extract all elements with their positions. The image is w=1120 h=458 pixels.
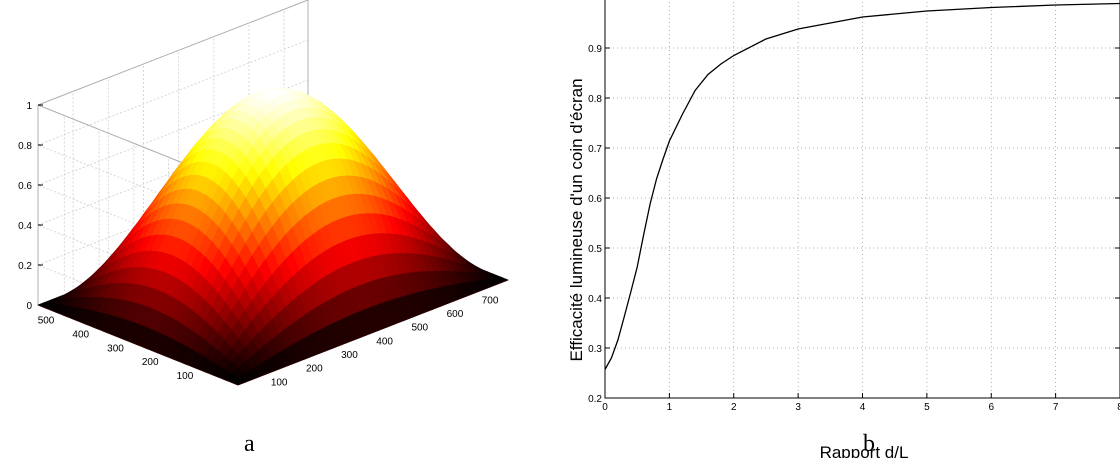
surface-box-edge	[37, 0, 309, 106]
y-tick-label: 0.6	[588, 194, 602, 205]
y-tick-label: 300	[107, 343, 124, 354]
z-tick-label: 1	[26, 101, 32, 112]
y-axis-label: Efficacité lumineuse d'un coin d'écran	[567, 78, 586, 361]
caption-a: a	[244, 431, 255, 457]
x-axis-label: Rapport d/L	[820, 443, 909, 458]
x-tick-label: 2	[731, 402, 737, 413]
y-tick-label: 0.7	[588, 144, 602, 155]
x-tick-label: 300	[341, 350, 358, 361]
y-tick-label: 0.3	[588, 344, 602, 355]
surface-gridline	[37, 39, 309, 146]
surface-mesh	[37, 87, 509, 386]
z-tick-label: 0.4	[18, 221, 32, 232]
z-tick-label: 0.2	[18, 261, 32, 272]
surface-front-edge	[237, 279, 509, 386]
x-tick-label: 4	[860, 402, 866, 413]
x-tick-label: 0	[602, 402, 608, 413]
line-series-curve	[604, 2, 1120, 370]
y-tick-label: 400	[72, 329, 89, 340]
line-plot: 0 1 2 3 4 5 6 7 8 0.2 0.3 0.4 0.5 0.6 0.7 0.8 0.9 Rappor…	[567, 0, 1120, 458]
x-tick-label: 5	[924, 402, 930, 413]
z-tick-label: 0.6	[18, 181, 32, 192]
z-tick-label: 0	[26, 301, 32, 312]
y-tick-label: 0.4	[588, 294, 602, 305]
x-tick-label: 500	[411, 323, 428, 334]
y-tick-label: 200	[142, 357, 159, 368]
z-tick-label: 0.8	[18, 141, 32, 152]
y-tick-label: 0.2	[588, 394, 602, 405]
x-tick-label: 7	[1053, 402, 1059, 413]
x-tick-label: 200	[306, 364, 323, 375]
x-tick-label: 600	[447, 309, 464, 320]
y-tick-label: 500	[38, 316, 55, 327]
x-tick-label: 1	[667, 402, 673, 413]
surface-left-edge	[37, 304, 239, 386]
x-tick-label: 400	[376, 336, 393, 347]
x-tick-label: 3	[795, 402, 801, 413]
y-tick-label: 0.9	[588, 44, 602, 55]
x-tick-label: 700	[482, 295, 499, 306]
caption-b: b	[863, 431, 875, 457]
x-tick-label: 6	[988, 402, 994, 413]
surface-plot: 0 0.2 0.4 0.6 0.8 1 100 200 300 400 500 100 200 300 40…	[18, 0, 509, 388]
y-tick-label: 0.8	[588, 94, 602, 105]
x-tick-label: 100	[271, 377, 288, 388]
x-tick-label: 8	[1117, 402, 1120, 413]
y-tick-label: 0.5	[588, 244, 602, 255]
y-tick-label: 100	[177, 371, 194, 382]
